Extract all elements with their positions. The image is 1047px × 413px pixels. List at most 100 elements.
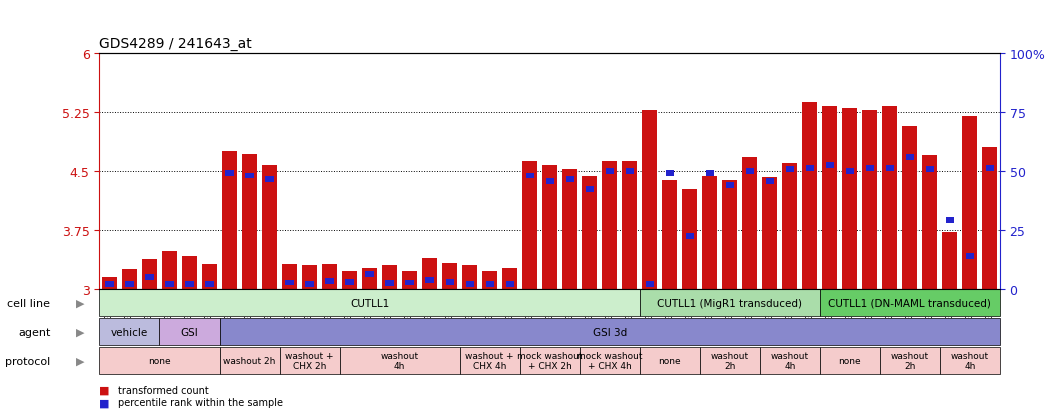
Bar <box>446 279 453 285</box>
Bar <box>159 318 220 346</box>
Text: protocol: protocol <box>5 356 50 366</box>
Text: ▶: ▶ <box>76 327 85 337</box>
Bar <box>866 165 874 171</box>
Bar <box>626 169 633 174</box>
Bar <box>582 177 597 289</box>
Text: CUTLL1 (MigR1 transduced): CUTLL1 (MigR1 transduced) <box>658 298 802 308</box>
Text: mock washout
+ CHX 2h: mock washout + CHX 2h <box>517 351 582 370</box>
Bar <box>822 107 838 289</box>
Bar <box>602 162 618 289</box>
Text: GSI 3d: GSI 3d <box>593 327 627 337</box>
Bar <box>382 266 397 289</box>
Bar <box>282 264 297 289</box>
Bar <box>280 347 339 375</box>
Bar <box>466 281 473 287</box>
Bar <box>846 169 854 174</box>
Bar <box>245 173 253 179</box>
Text: ▶: ▶ <box>76 298 85 308</box>
Bar <box>442 263 458 289</box>
Bar <box>986 165 994 171</box>
Bar <box>940 347 1000 375</box>
Bar <box>522 162 537 289</box>
Bar <box>225 171 233 177</box>
Bar <box>205 281 214 287</box>
Bar <box>580 347 640 375</box>
Text: washout
2h: washout 2h <box>711 351 749 370</box>
Bar <box>462 266 477 289</box>
Bar <box>820 290 1000 317</box>
Text: washout 2h: washout 2h <box>223 356 275 366</box>
Bar <box>806 165 814 171</box>
Bar <box>266 176 273 182</box>
Bar <box>322 265 337 289</box>
Bar <box>286 280 293 286</box>
Bar <box>342 272 357 289</box>
Bar <box>760 347 820 375</box>
Bar <box>482 271 497 289</box>
Bar <box>306 281 314 287</box>
Bar <box>666 171 674 177</box>
Bar <box>121 270 137 289</box>
Bar <box>346 279 354 285</box>
Bar <box>262 166 277 289</box>
Bar <box>605 169 614 174</box>
Bar <box>402 271 417 289</box>
Bar <box>742 158 757 289</box>
Bar <box>506 281 514 287</box>
Bar <box>883 107 897 289</box>
Bar <box>102 278 117 289</box>
Bar <box>640 290 820 317</box>
Bar <box>142 259 157 289</box>
Bar <box>542 166 557 289</box>
Bar <box>165 281 174 287</box>
Bar <box>699 347 760 375</box>
Text: cell line: cell line <box>7 298 50 308</box>
Bar <box>722 181 737 289</box>
Bar <box>565 176 574 182</box>
Bar <box>486 281 494 287</box>
Bar <box>220 318 1000 346</box>
Text: GSI: GSI <box>181 327 198 337</box>
Bar <box>962 116 977 289</box>
Bar <box>106 281 113 287</box>
Text: none: none <box>149 356 171 366</box>
Bar <box>785 167 794 173</box>
Bar <box>745 169 754 174</box>
Bar <box>545 179 554 185</box>
Bar <box>863 111 877 289</box>
Text: washout
4h: washout 4h <box>380 351 419 370</box>
Bar <box>762 178 777 289</box>
Text: CUTLL1 (DN-MAML transduced): CUTLL1 (DN-MAML transduced) <box>828 298 992 308</box>
Bar <box>562 170 577 289</box>
Bar <box>879 347 940 375</box>
Bar <box>385 281 394 287</box>
Bar <box>222 152 237 289</box>
Bar <box>326 278 334 284</box>
Bar <box>842 109 857 289</box>
Text: washout
4h: washout 4h <box>951 351 989 370</box>
Text: washout
2h: washout 2h <box>891 351 929 370</box>
Bar <box>926 167 934 173</box>
Bar <box>182 256 197 289</box>
Text: CUTLL1: CUTLL1 <box>350 298 389 308</box>
Bar <box>202 264 217 289</box>
Text: GDS4289 / 241643_at: GDS4289 / 241643_at <box>99 37 252 51</box>
Text: ■: ■ <box>99 385 110 395</box>
Bar <box>922 156 937 289</box>
Bar <box>242 154 258 289</box>
Bar <box>622 162 638 289</box>
Bar <box>126 281 134 287</box>
Bar <box>460 347 519 375</box>
Bar <box>422 259 438 289</box>
Text: washout
4h: washout 4h <box>771 351 809 370</box>
Bar <box>526 173 534 179</box>
Bar <box>782 164 798 289</box>
Bar <box>185 281 194 287</box>
Bar <box>706 171 714 177</box>
Text: mock washout
+ CHX 4h: mock washout + CHX 4h <box>577 351 643 370</box>
Bar <box>903 127 917 289</box>
Bar <box>99 318 159 346</box>
Text: transformed count: transformed count <box>118 385 209 395</box>
Bar <box>146 274 154 280</box>
Bar <box>765 179 774 185</box>
